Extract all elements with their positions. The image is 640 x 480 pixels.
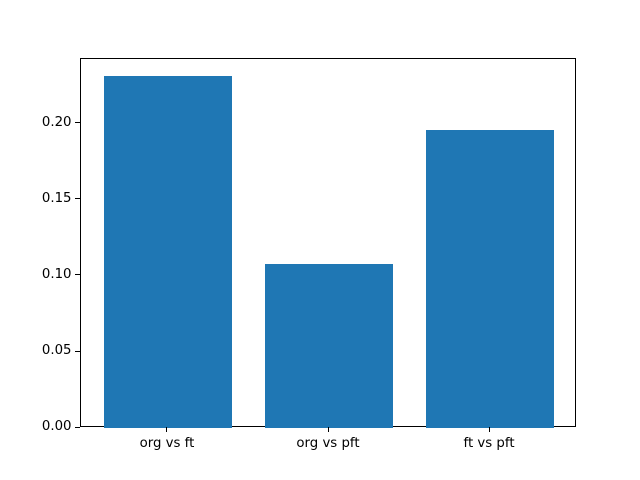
y-tick: [75, 426, 80, 428]
x-tick-label: org vs pft: [296, 435, 360, 451]
y-tick-label: 0.10: [41, 266, 72, 282]
y-tick-label: 0.05: [41, 343, 72, 359]
plot-area: [80, 57, 576, 429]
x-tick: [166, 427, 168, 433]
y-tick: [75, 122, 80, 123]
y-tick-label: 0.00: [41, 419, 72, 435]
x-tick: [327, 427, 329, 433]
bar-ft-vs-pft: [425, 129, 555, 429]
bar-org-vs-ft: [103, 76, 233, 429]
y-tick: [75, 198, 80, 200]
y-tick: [75, 274, 80, 276]
y-tick: [75, 350, 80, 352]
x-tick-label: ft vs pft: [463, 435, 515, 451]
x-tick: [488, 427, 490, 433]
x-tick-label: org vs ft: [139, 435, 195, 451]
y-tick-label: 0.15: [41, 190, 72, 206]
bar-org-vs-pft: [264, 263, 394, 429]
y-tick-label: 0.20: [41, 114, 72, 130]
